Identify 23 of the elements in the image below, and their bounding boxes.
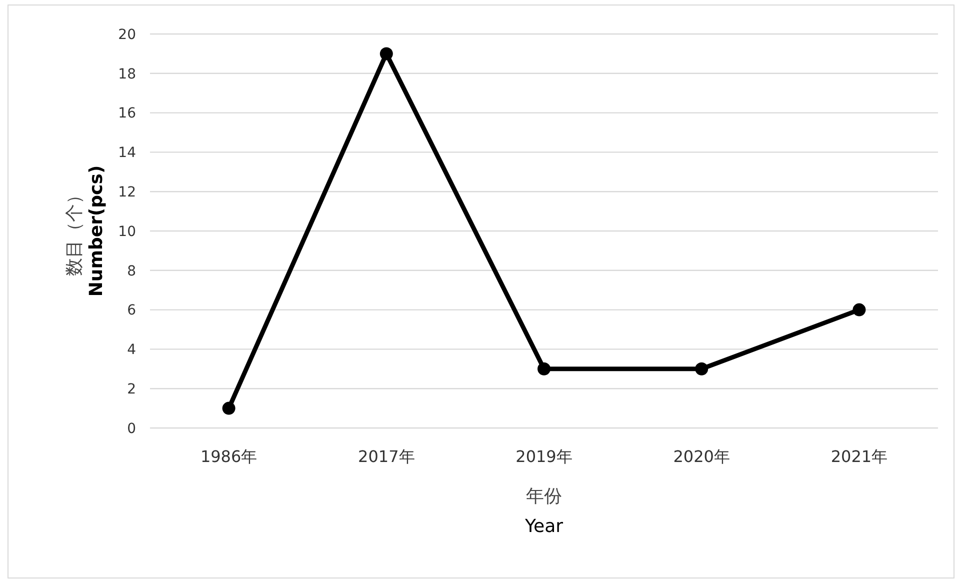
y-tick-label: 6	[127, 302, 136, 319]
x-tick-label: 2019年	[516, 447, 572, 466]
y-tick-label: 12	[118, 184, 136, 200]
point	[380, 47, 393, 60]
y-tick-label: 8	[127, 263, 136, 280]
y-axis-title: 数目（个） Number(pcs)	[64, 165, 107, 297]
point	[695, 362, 708, 376]
y-tick-label: 0	[127, 420, 136, 437]
x-tick-label: 2020年	[673, 447, 730, 466]
x-tick-label: 1986年	[200, 447, 258, 466]
y-tick-label: 16	[118, 106, 136, 122]
x-tick-label: 2021年	[830, 447, 888, 466]
y-tick-label: 14	[118, 145, 136, 162]
y-tick-label: 4	[127, 342, 136, 358]
y-tick-label: 10	[118, 224, 136, 240]
point	[852, 303, 866, 316]
y-tick-label: 18	[118, 66, 136, 82]
y-tick-label: 20	[118, 26, 136, 43]
x-axis-title: 年份 Year	[524, 486, 564, 537]
y-tick-label: 2	[127, 382, 136, 398]
point	[222, 402, 236, 415]
x-tick-label: 2017年	[358, 447, 415, 466]
point	[538, 362, 550, 376]
